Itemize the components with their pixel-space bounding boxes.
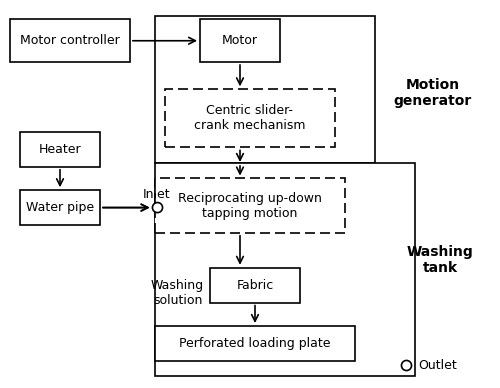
Bar — [155, 16, 375, 163]
Ellipse shape — [402, 360, 411, 371]
Text: Washing
tank: Washing tank — [406, 245, 474, 275]
Text: Motor: Motor — [222, 34, 258, 47]
Bar — [210, 268, 300, 303]
Bar — [200, 19, 280, 62]
Text: Motor controller: Motor controller — [20, 34, 120, 47]
Ellipse shape — [152, 203, 162, 213]
Bar — [20, 190, 100, 225]
Text: Motion
generator: Motion generator — [394, 78, 471, 108]
Text: Perforated loading plate: Perforated loading plate — [179, 337, 331, 350]
Bar — [165, 89, 335, 147]
Text: Water pipe: Water pipe — [26, 201, 94, 214]
Text: Centric slider-
crank mechanism: Centric slider- crank mechanism — [194, 104, 306, 132]
Text: Outlet: Outlet — [418, 359, 457, 372]
Text: Reciprocating up-down
tapping motion: Reciprocating up-down tapping motion — [178, 192, 322, 220]
Text: Fabric: Fabric — [236, 279, 274, 292]
Text: Washing
solution: Washing solution — [151, 279, 204, 307]
Bar — [155, 163, 415, 376]
Bar — [10, 19, 130, 62]
Bar — [20, 132, 100, 167]
Text: Heater: Heater — [38, 143, 82, 156]
Bar — [155, 326, 355, 361]
Bar — [155, 178, 345, 233]
Text: Inlet: Inlet — [142, 187, 170, 201]
